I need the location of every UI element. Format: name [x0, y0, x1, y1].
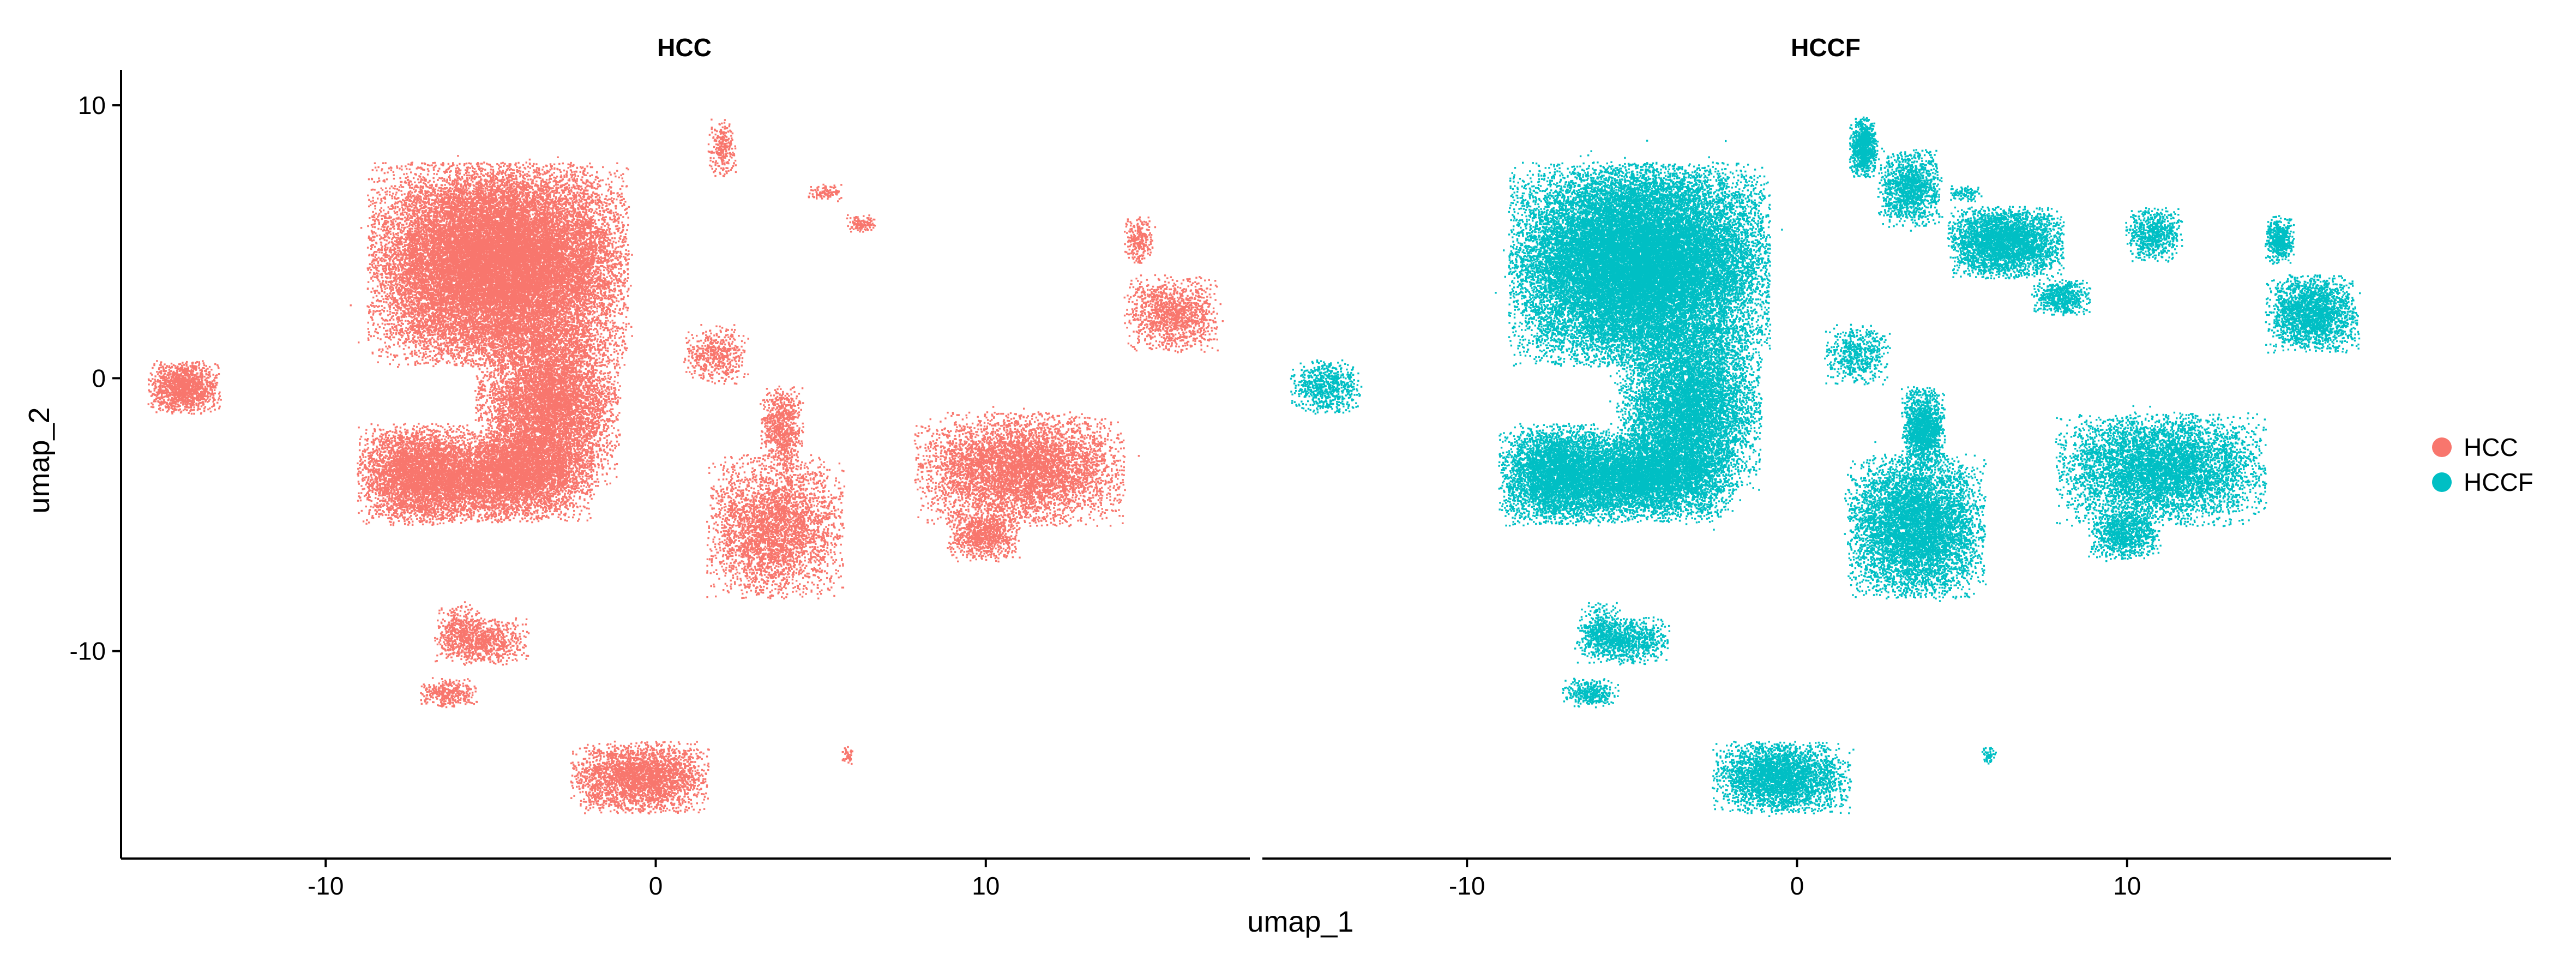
cluster-points-hccf-10	[1574, 616, 1671, 665]
axes-hccf: -10 0 10	[1262, 857, 2391, 900]
x-tick-label: -10	[308, 872, 344, 900]
cluster-points-hccf-2	[1609, 309, 1763, 507]
cluster-points-hccf-9	[1712, 741, 1855, 817]
scatter-points-hcc	[147, 118, 1224, 815]
cluster-points-hccf-14	[1849, 116, 1883, 178]
cluster-points-hcc-5	[706, 454, 846, 599]
cluster-points-hccf-18	[2264, 215, 2295, 265]
cluster-points-hccf-1	[1495, 140, 1783, 382]
cluster-points-hccf-0	[1290, 359, 1363, 415]
cluster-points-hccf-8	[2087, 508, 2162, 562]
y-tick-label: -10	[70, 637, 106, 665]
cluster-points-hcc-1	[350, 155, 633, 376]
y-tick-label: 0	[92, 364, 106, 392]
facet-panel-hccf: HCCF -10 0 10	[1262, 33, 2391, 900]
cluster-points-hcc-15	[808, 183, 842, 202]
y-axis-label: umap_2	[23, 407, 56, 513]
cluster-points-hccf-7	[2055, 405, 2267, 532]
x-tick-label: 10	[972, 872, 1000, 900]
facet-title-hcc: HCC	[657, 33, 712, 62]
cluster-points-hcc-0	[147, 360, 222, 415]
cluster-points-hccf-4	[1558, 431, 1743, 531]
cluster-points-hcc-6	[760, 385, 804, 471]
facet-title-hccf: HCCF	[1791, 33, 1861, 62]
cluster-points-hcc-18	[1124, 216, 1157, 264]
cluster-points-hccf-12	[1578, 602, 1621, 655]
cluster-points-hcc-7	[913, 406, 1140, 527]
cluster-points-hcc-19	[841, 746, 853, 765]
cluster-points-hccf-19	[1981, 747, 1997, 765]
legend-label-hccf: HCCF	[2464, 468, 2533, 496]
legend-label-hcc: HCC	[2464, 433, 2518, 461]
cluster-points-hcc-11	[420, 677, 478, 709]
cluster-points-hccf-21	[1877, 149, 1943, 232]
legend-key-hcc	[2432, 437, 2452, 457]
cluster-points-hccf-5	[1844, 441, 1987, 602]
x-tick-label: 0	[1790, 872, 1804, 900]
cluster-points-hccf-11	[1562, 677, 1620, 709]
legend: HCC HCCF	[2432, 433, 2533, 496]
cluster-points-hcc-16	[846, 214, 876, 233]
cluster-points-hcc-13	[683, 324, 749, 385]
x-axis-label: umap_1	[1247, 905, 1353, 938]
cluster-points-hccf-17	[2265, 274, 2361, 354]
x-tick-label: 0	[649, 872, 663, 900]
x-tick-label: 10	[2113, 872, 2141, 900]
cluster-points-hcc-8	[947, 505, 1021, 563]
cluster-points-hccf-6	[1901, 386, 1946, 471]
cluster-points-hcc-9	[570, 740, 710, 815]
y-tick-label: 10	[78, 91, 106, 119]
cluster-points-hccf-20	[1947, 206, 2065, 280]
cluster-points-hcc-14	[707, 118, 737, 177]
cluster-points-hcc-12	[436, 601, 481, 656]
cluster-points-hcc-4	[401, 431, 595, 524]
cluster-points-hccf-15	[1950, 185, 1983, 202]
axes-hcc: -10 0 10 10 0 -10	[70, 70, 1250, 900]
legend-key-hccf	[2432, 472, 2452, 492]
cluster-points-hccf-13	[1824, 323, 1891, 386]
x-tick-label: -10	[1449, 872, 1485, 900]
facet-panel-hcc: HCC -10 0 10 10 0 -10	[70, 33, 1250, 900]
cluster-points-hccf-22	[2125, 207, 2183, 263]
cluster-points-hccf-23	[2031, 279, 2092, 316]
scatter-points-hccf	[1290, 116, 2361, 817]
cluster-points-hcc-17	[1123, 274, 1224, 353]
